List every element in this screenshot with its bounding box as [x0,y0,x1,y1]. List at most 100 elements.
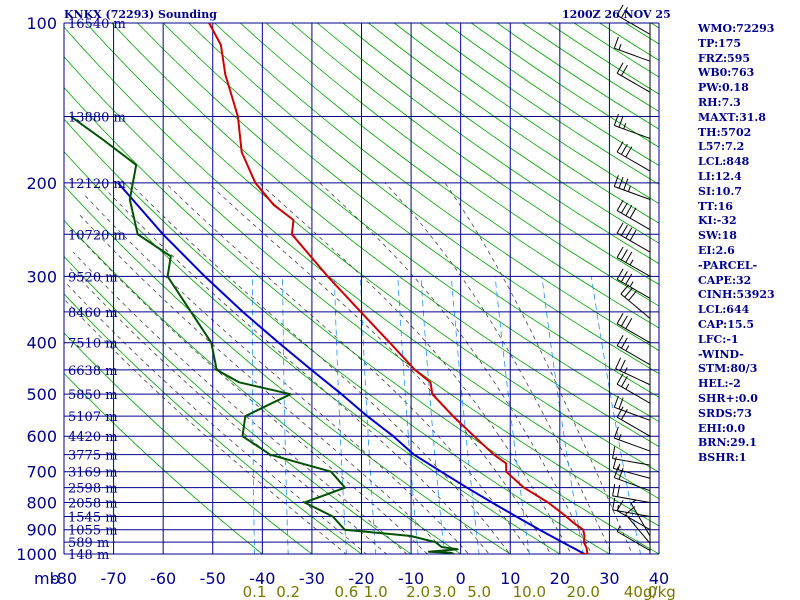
dry-adiabat-line [64,118,611,554]
temperature-tick-label: -80 [51,569,77,588]
mixing-ratio-line [397,276,419,554]
mixing-ratio-label: 1.0 [364,583,388,600]
height-label: 5107 m [68,410,118,425]
mixing-ratio-line [494,276,530,554]
mixing-ratio-label: 0.6 [334,583,358,600]
dry-adiabat-line [64,372,263,554]
index-entry: LI:12.4 [698,169,742,183]
index-entry: BRN:29.1 [698,436,757,450]
wind-barb [616,313,651,344]
height-label: 7510 m [68,337,118,352]
height-label: 2058 m [68,497,118,512]
wind-barb [612,446,651,466]
index-entry: TT:16 [698,199,733,213]
index-entry: BSHR:1 [698,451,747,465]
index-entry: CINH:53923 [698,288,775,302]
dry-adiabat-line [291,23,659,286]
dry-adiabat-line [64,219,462,554]
moist-adiabat-line [69,268,387,554]
index-entry: SHR+:0.0 [698,391,758,405]
wind-barb [616,500,651,531]
temperature-tick-label: 0 [456,569,466,588]
mixing-ratio-label: 20.0 [567,583,600,600]
dry-adiabat-line [188,23,659,375]
index-entry: FRZ:595 [698,51,751,65]
wind-barb [616,406,651,437]
temperature-tick-label: 20 [550,569,570,588]
mixing-ratio-label: 0.2 [276,583,300,600]
wind-barb [625,506,651,544]
height-label: 5850 m [68,388,118,403]
mixing-ratio-line [251,276,255,554]
height-label: 10720 m [68,228,126,243]
dry-adiabat-line [64,26,659,500]
wind-barb [630,499,651,537]
moist-adiabat-line [99,182,490,554]
dry-adiabat-line [239,23,659,329]
wind-barb [616,200,651,231]
sounding-title: KNKX (72293) Sounding [64,8,217,21]
mixing-ratio-line [334,276,347,554]
dry-adiabat-line [64,151,561,554]
height-label: 2598 m [68,482,118,497]
index-entry: L57:7.2 [698,140,745,154]
parcel-trace-line [117,182,586,554]
valid-time: 1200Z 26 NOV 25 [562,8,671,21]
dry-adiabat-line [214,23,659,351]
index-entry: SW:18 [698,229,737,243]
dry-adiabat-line [64,184,512,554]
dry-adiabat-line [64,332,313,554]
mixing-ratio-label: 2.0 [406,583,430,600]
dry-adiabats [64,23,659,554]
index-entry: RH:7.3 [698,95,741,109]
mixing-ratio-line [282,276,289,554]
wind-barb-column [612,4,651,554]
height-label: 3775 m [68,449,118,464]
wind-barb [616,246,651,277]
pressure-tick-label: 200 [26,174,57,193]
moist-adiabat-line [66,283,367,554]
temperature-tick-label: -10 [398,569,424,588]
wind-barb [616,373,651,404]
mixing-ratio-label: 40.0 [624,583,657,600]
index-entry: -WIND- [698,347,744,361]
wind-barb [616,526,651,551]
wind-barb [616,141,651,172]
height-label: 1055 m [68,524,118,539]
mixing-ratio-label: 10.0 [513,583,546,600]
moist-adiabat-line [319,182,593,554]
mixing-ratio-label: 5.0 [467,583,491,600]
wind-barb [613,175,651,200]
pressure-tick-label: 900 [26,521,57,540]
index-entry: LCL:644 [698,303,750,317]
moist-adiabat-line [129,182,511,554]
moist-adiabat-line [72,251,408,554]
wind-barb [612,484,651,504]
dewpoint-line [70,115,459,554]
height-label: 1545 m [68,511,118,526]
index-entry: PW:0.18 [698,81,749,95]
moist-adiabat-line [79,214,449,554]
sounding-series [70,23,589,554]
dry-adiabat-line [85,23,659,473]
wind-barb [613,395,651,421]
temperature-gridlines [64,23,659,554]
mixing-ratio-label: 3.0 [432,583,456,600]
index-entry: WB0:763 [698,66,755,80]
index-entry: KI:-32 [698,214,737,228]
mixing-ratio-label: 0.1 [243,583,267,600]
index-entry: TH:5702 [698,125,752,139]
temperature-tick-label: -30 [299,569,325,588]
index-entry: TP:175 [698,36,742,50]
wind-barb [616,268,651,299]
temperature-tick-label: -60 [150,569,176,588]
wind-barb [616,62,651,93]
wind-barb [615,357,651,386]
index-entry: SRDS:73 [698,406,752,420]
dry-adiabat-line [162,23,659,398]
index-entry: EI:2.6 [698,243,735,257]
moist-adiabat-line [258,182,572,554]
index-entry: LCL:848 [698,155,750,169]
dry-adiabat-line [64,56,659,527]
